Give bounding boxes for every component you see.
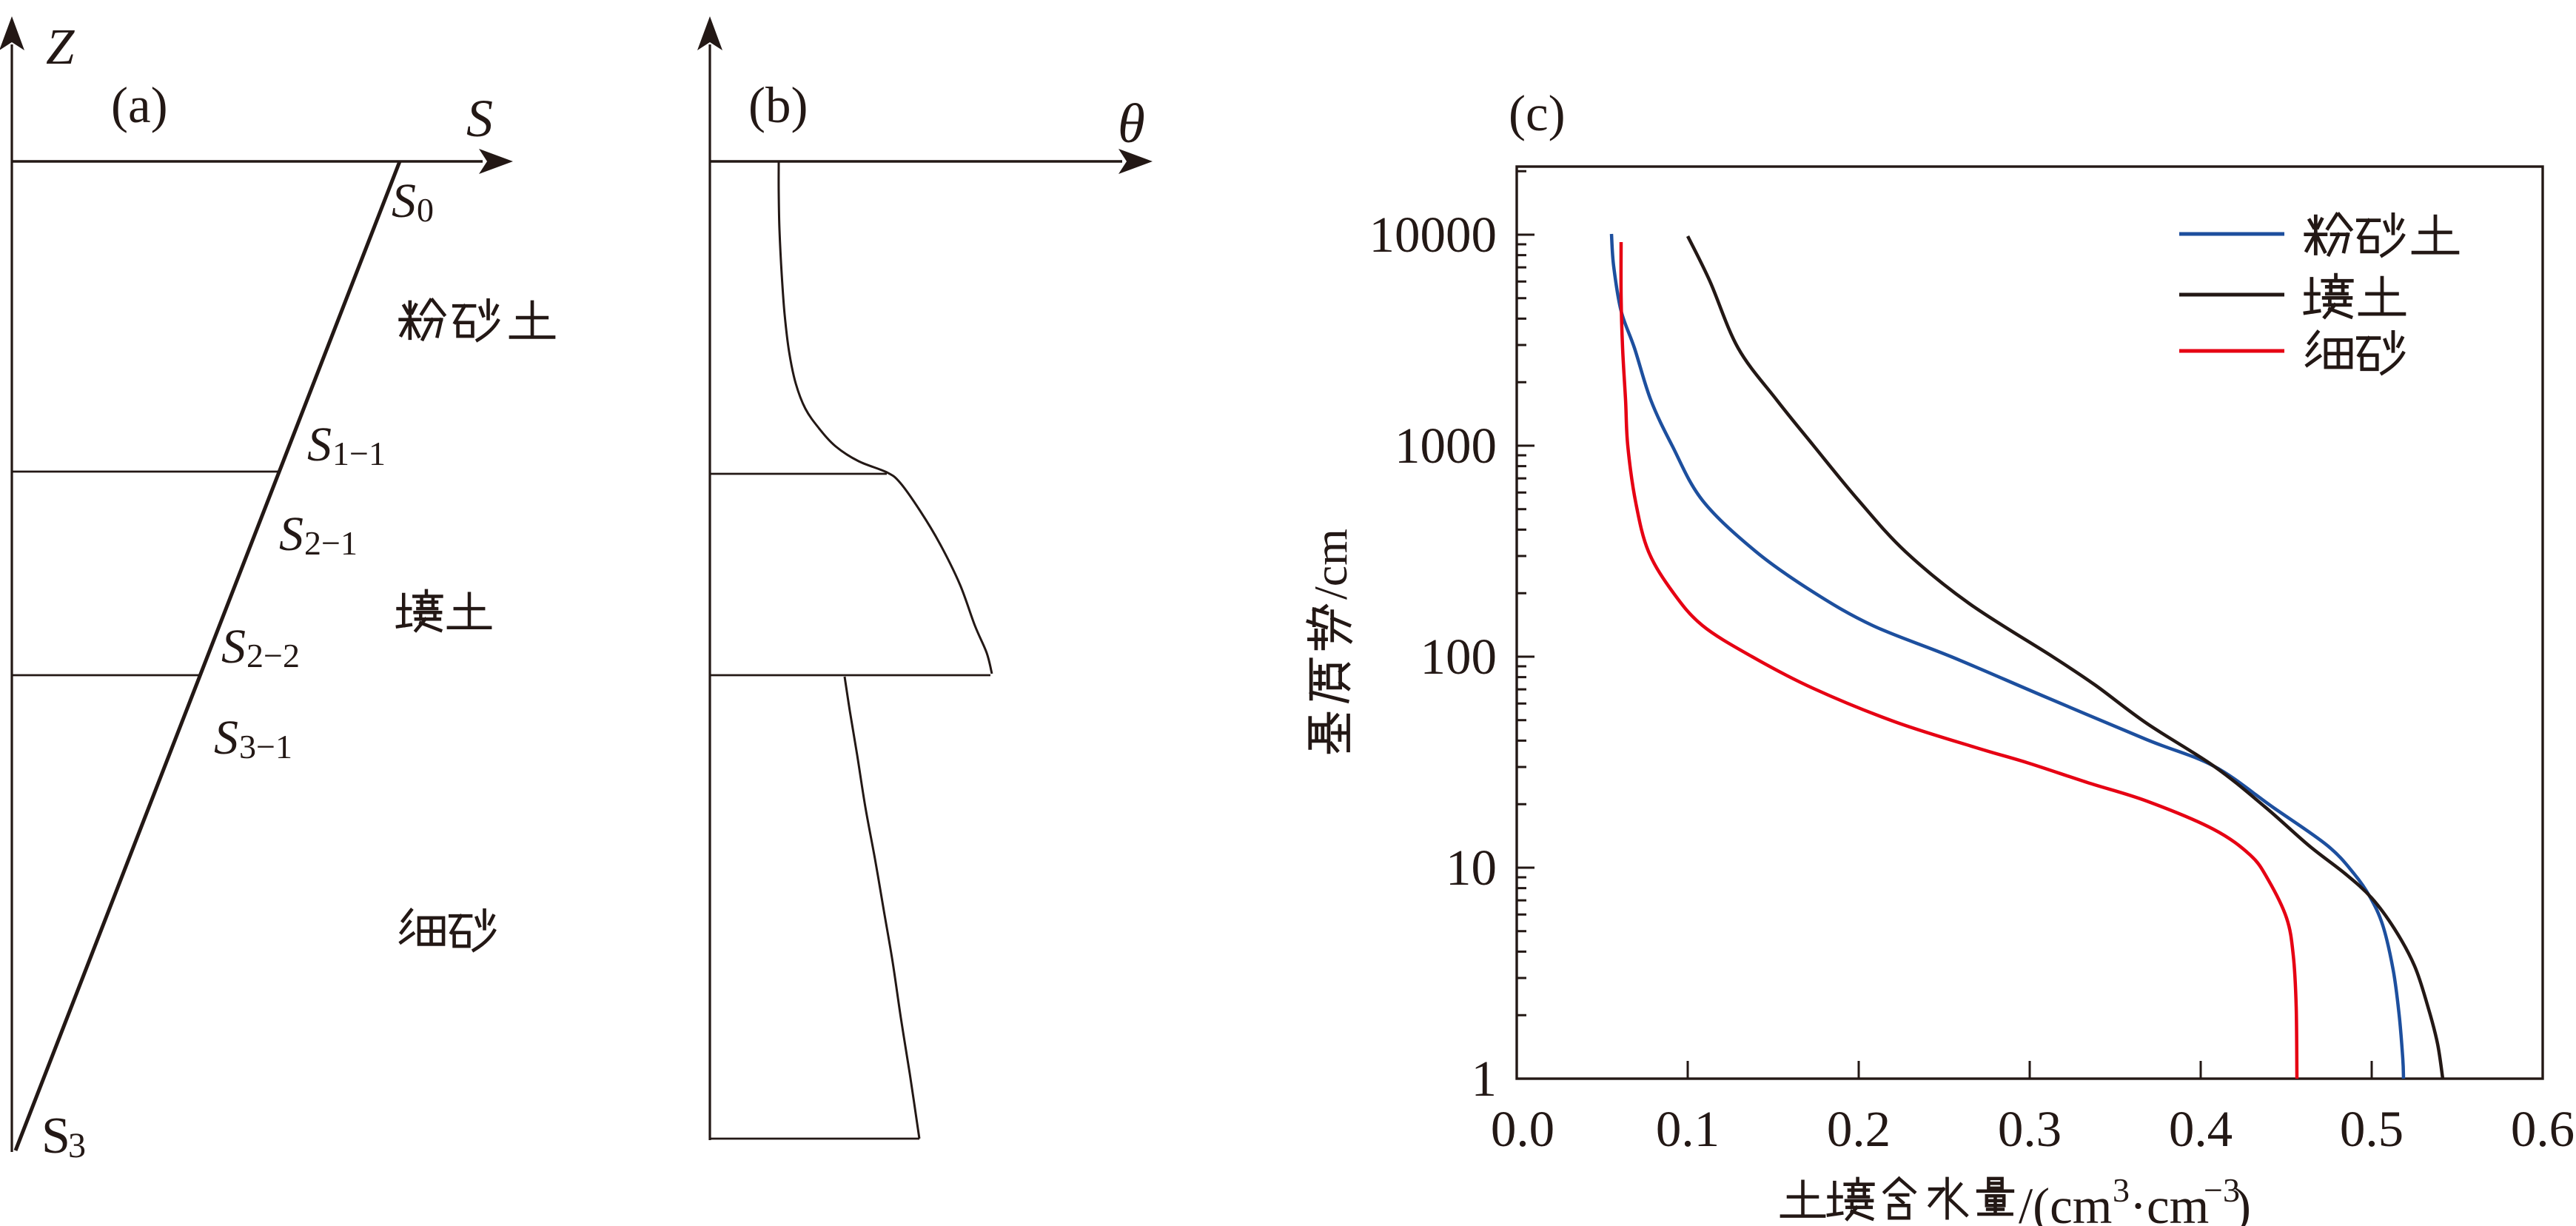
svg-text:0.3: 0.3	[1998, 1101, 2062, 1157]
svg-text:S: S	[279, 507, 303, 561]
svg-text:S: S	[214, 711, 238, 765]
svg-text:): )	[2234, 1178, 2251, 1226]
svg-text:S: S	[392, 174, 416, 228]
svg-text:0.2: 0.2	[1827, 1101, 1891, 1157]
svg-text:0.0: 0.0	[1491, 1101, 1554, 1157]
svg-text:0.6: 0.6	[2511, 1101, 2575, 1157]
svg-text:3−1: 3−1	[239, 728, 292, 766]
svg-text:0.4: 0.4	[2169, 1101, 2233, 1157]
svg-text:1: 1	[1472, 1051, 1497, 1107]
svg-text:1000: 1000	[1395, 418, 1497, 474]
svg-text:(a): (a)	[111, 77, 168, 133]
svg-text:3: 3	[68, 1126, 86, 1165]
svg-text:3: 3	[2113, 1171, 2130, 1209]
svg-text:−3: −3	[2204, 1171, 2240, 1209]
svg-text:S: S	[221, 620, 246, 674]
svg-text:2−1: 2−1	[304, 524, 358, 562]
svg-text:2−2: 2−2	[246, 637, 300, 674]
svg-text:/(cm: /(cm	[2019, 1178, 2112, 1226]
svg-text:S: S	[466, 89, 493, 148]
svg-text:θ: θ	[1118, 93, 1145, 155]
svg-text:·cm: ·cm	[2130, 1178, 2209, 1226]
svg-text:0.5: 0.5	[2340, 1101, 2404, 1157]
svg-text:100: 100	[1421, 629, 1497, 685]
svg-text:10: 10	[1446, 840, 1497, 896]
svg-text:Z: Z	[46, 19, 75, 75]
svg-text:S: S	[307, 418, 332, 472]
svg-text:1−1: 1−1	[332, 435, 386, 472]
svg-text:(b): (b)	[748, 77, 808, 133]
svg-text:10000: 10000	[1369, 207, 1497, 263]
svg-text:S: S	[41, 1108, 70, 1165]
svg-text:(c): (c)	[1509, 85, 1566, 141]
svg-text:/cm: /cm	[1304, 529, 1357, 600]
svg-text:0: 0	[417, 191, 434, 229]
svg-text:0.1: 0.1	[1656, 1101, 1720, 1157]
